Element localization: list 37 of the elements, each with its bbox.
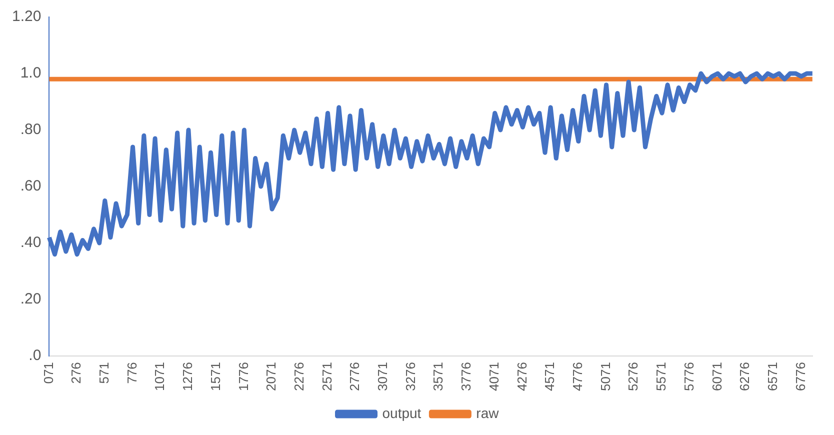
x-tick-label: 6571 [764,362,780,391]
x-tick-label: 2071 [264,362,279,391]
x-tick-label: 1571 [208,362,223,391]
x-tick-label: 4071 [486,362,502,391]
x-tick-label: 6276 [737,362,752,391]
x-tick-label: 1071 [152,362,168,391]
x-tick-label: 4776 [570,362,586,391]
y-tick-label: .80 [20,121,42,138]
y-tick-label: 1.0 [20,64,42,82]
x-tick-label: 3776 [458,362,474,391]
y-tick-label: 1.20 [12,8,42,26]
x-tick-label: 2776 [347,362,362,391]
x-tick-label: 3571 [430,362,446,391]
y-tick-label: .40 [20,234,42,252]
x-tick-label: 071 [40,362,56,384]
x-tick-label: 5071 [598,362,613,391]
x-tick-label: 6071 [709,362,724,391]
x-tick-label: 776 [124,362,140,384]
x-tick-label: 2276 [291,362,306,391]
x-tick-label: 276 [68,362,84,384]
x-tick-label: 1776 [236,362,251,391]
x-tick-label: 5276 [626,362,641,391]
y-tick-label: .20 [20,290,42,308]
x-tick-label: 4276 [514,362,530,391]
x-tick-label: 4571 [542,362,558,391]
x-tick-label: 571 [96,362,112,384]
y-tick-label: .60 [20,178,42,195]
x-tick-label: 3276 [402,362,418,391]
legend-label: raw [476,404,500,421]
x-tick-label: 6776 [792,362,808,391]
x-tick-label: 1276 [180,362,196,391]
x-tick-label: 3071 [375,362,390,391]
x-tick-label: 5776 [681,362,696,391]
x-tick-label: 5571 [654,362,669,391]
y-tick-label: .0 [28,347,42,364]
x-tick-label: 2571 [319,362,334,391]
legend-label: output [382,404,422,421]
